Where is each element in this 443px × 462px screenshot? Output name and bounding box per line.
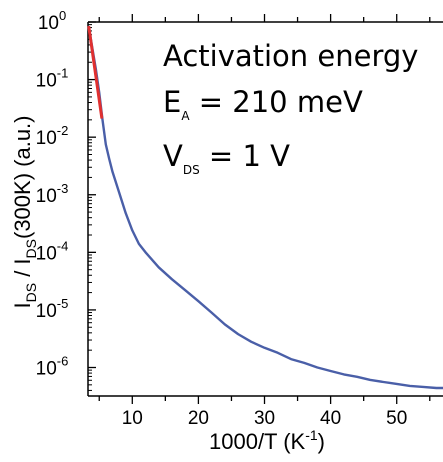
x-tick-label: 10 bbox=[122, 408, 143, 429]
y-axis-ticks: 100 10-1 10-2 10-3 10-4 10-5 10-6 bbox=[36, 8, 96, 391]
y-tick-label: 10-3 bbox=[36, 181, 69, 207]
y-tick-label: 10-4 bbox=[36, 238, 69, 264]
y-tick-label: 10-5 bbox=[36, 296, 69, 322]
y-tick-label: 10-6 bbox=[36, 354, 69, 380]
x-tick-label: 40 bbox=[320, 408, 341, 429]
x-tick-label: 50 bbox=[386, 408, 407, 429]
arrhenius-fit-line bbox=[87, 25, 104, 119]
x-axis-ticks: 10 20 30 40 50 bbox=[98, 14, 431, 429]
y-tick-label: 10-2 bbox=[36, 123, 69, 149]
annotation-activation-energy: EA = 210 meV bbox=[163, 85, 363, 123]
x-tick-label: 20 bbox=[188, 408, 209, 429]
x-axis-title: 1000/T (K-1) bbox=[209, 427, 325, 454]
y-tick-label: 100 bbox=[38, 8, 66, 34]
measured-current-line bbox=[87, 25, 443, 390]
plot-frame bbox=[87, 21, 443, 397]
y-axis-title: IDS / IDS(300K) (a.u.) bbox=[10, 116, 39, 309]
x-tick-label: 30 bbox=[254, 408, 275, 429]
y-tick-label: 10-1 bbox=[36, 66, 69, 92]
data-series bbox=[87, 25, 443, 390]
annotation-title: Activation energy bbox=[163, 39, 418, 73]
annotation-bias-voltage: VDS = 1 V bbox=[163, 139, 290, 177]
